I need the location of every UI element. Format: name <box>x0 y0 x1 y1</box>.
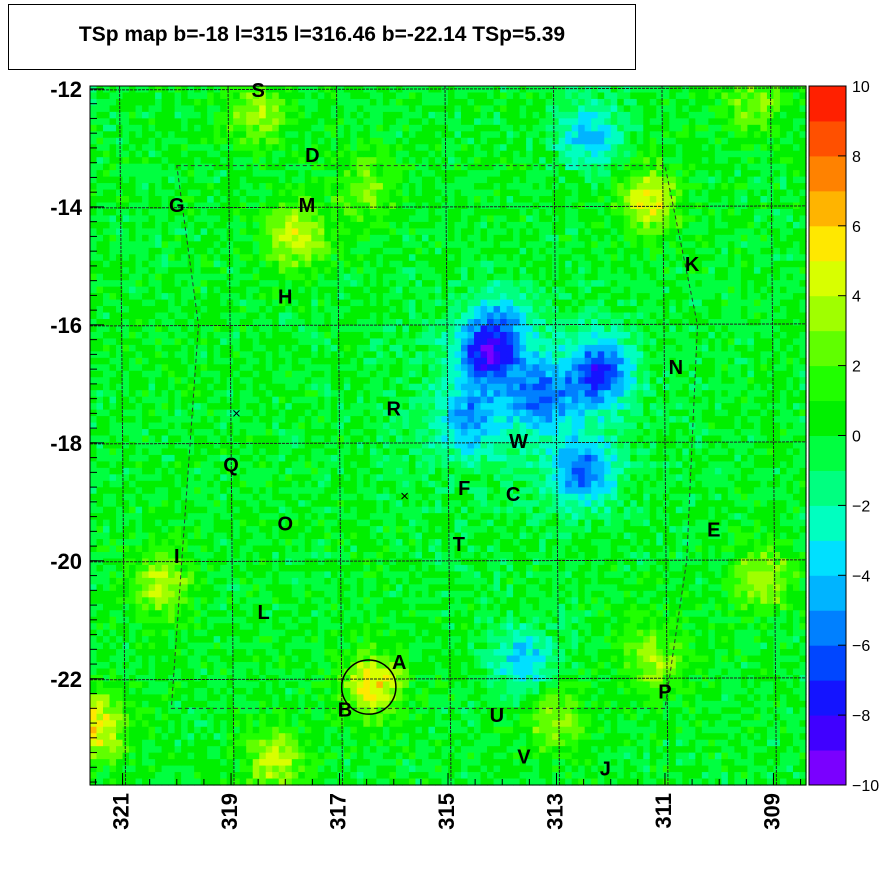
colorbar-swatch <box>809 86 846 122</box>
dashed-region-outline <box>170 165 699 709</box>
grid-line-l5 <box>661 85 669 786</box>
grid-line-b4 <box>89 559 807 563</box>
y-tick-label: -14 <box>50 195 83 220</box>
grid-line-b1 <box>89 205 807 209</box>
grid-line-l0 <box>119 85 127 786</box>
source-label: N <box>669 357 683 379</box>
source-label: O <box>277 514 293 536</box>
position-cross <box>401 492 408 500</box>
colorbar-label: 0 <box>852 429 861 446</box>
colorbar-label: −6 <box>852 638 870 655</box>
source-label: E <box>707 519 720 541</box>
colorbar-label: −2 <box>852 498 870 515</box>
y-tick-label: -18 <box>50 431 82 456</box>
colorbar-swatch <box>809 260 846 297</box>
source-label: K <box>685 254 700 276</box>
source-label: P <box>658 682 671 704</box>
colorbar-label: −10 <box>852 778 879 795</box>
colorbar-swatch <box>809 715 846 751</box>
colorbar-swatch <box>809 645 846 681</box>
colorbar-swatch <box>809 155 846 192</box>
source-label: W <box>509 431 528 453</box>
colorbar-swatch <box>809 750 846 786</box>
source-label: J <box>600 758 611 780</box>
colorbar-swatch <box>809 540 846 576</box>
source-label: V <box>517 747 531 769</box>
source-label: F <box>458 478 470 500</box>
colorbar-swatch <box>809 400 846 436</box>
source-label: R <box>387 398 402 420</box>
y-tick-label: -20 <box>50 549 82 574</box>
roi-circle <box>340 659 397 715</box>
colorbar-label: 8 <box>852 149 861 166</box>
grid-line-l3 <box>444 85 452 786</box>
source-label: C <box>506 484 520 506</box>
x-tick-label: 309 <box>759 793 784 830</box>
colorbar-swatch <box>809 225 846 262</box>
grid-line-b5 <box>89 677 807 681</box>
x-tick-label: 321 <box>108 793 133 830</box>
source-label: L <box>257 602 269 624</box>
colorbar-swatch <box>809 470 846 506</box>
grid-line-l1 <box>227 85 235 786</box>
grid-line-b0 <box>89 87 807 91</box>
colorbar-swatch <box>809 120 846 157</box>
source-label: G <box>169 195 185 217</box>
source-label: T <box>453 534 465 556</box>
grid-line-l2 <box>336 85 344 786</box>
grid-line-b2 <box>89 323 807 327</box>
colorbar-swatch <box>809 365 846 402</box>
colorbar-swatch <box>809 680 846 716</box>
source-label: A <box>392 652 406 674</box>
colorbar-swatch <box>809 295 846 332</box>
y-tick-label: -22 <box>50 667 82 692</box>
colorbar-swatch <box>809 330 846 367</box>
y-tick-label: -16 <box>50 313 82 338</box>
colorbar-swatch <box>809 575 846 611</box>
colorbar-swatch <box>809 190 846 227</box>
colorbar-swatch <box>809 505 846 541</box>
grid-line-l6 <box>769 85 777 786</box>
x-tick-label: 319 <box>217 793 242 830</box>
source-label: I <box>174 546 180 568</box>
source-label: U <box>490 705 504 727</box>
x-tick-label: 311 <box>651 793 676 829</box>
x-tick-label: 313 <box>542 793 567 830</box>
source-label: M <box>299 195 316 217</box>
source-label: B <box>338 699 352 721</box>
colorbar-swatch <box>809 435 846 471</box>
source-label: Q <box>223 455 239 477</box>
colorbar-label: −8 <box>852 708 870 725</box>
chart-title-box: TSp map b=-18 l=315 l=316.46 b=-22.14 TS… <box>8 4 636 70</box>
colorbar-label: 2 <box>852 359 861 376</box>
colorbar-swatch <box>809 610 846 646</box>
colorbar-label: 4 <box>852 289 861 306</box>
source-label: D <box>305 145 319 167</box>
chart-title: TSp map b=-18 l=315 l=316.46 b=-22.14 TS… <box>78 23 566 46</box>
grid-line-l4 <box>552 85 560 786</box>
colorbar-label: 6 <box>852 219 861 236</box>
source-label: H <box>278 286 292 308</box>
x-tick-label: 315 <box>434 793 459 830</box>
colorbar-label: 10 <box>852 79 870 96</box>
y-tick-label: -12 <box>50 77 82 102</box>
source-label: S <box>251 80 264 102</box>
colorbar-label: −4 <box>852 568 870 585</box>
position-cross <box>233 410 240 417</box>
x-tick-label: 317 <box>325 793 350 830</box>
